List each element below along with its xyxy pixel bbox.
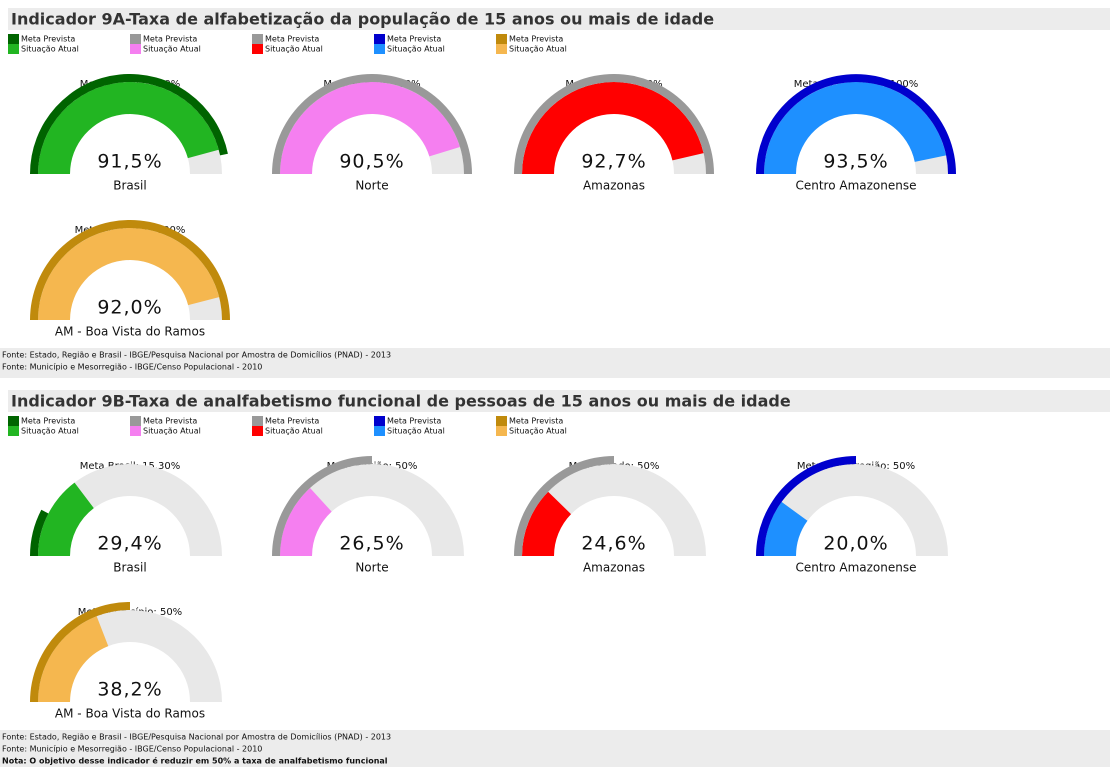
legend-label: Meta Prevista [509, 417, 563, 426]
gauge-value-label: 26,5% [339, 533, 404, 555]
gauge-label: Norte [355, 179, 388, 193]
legend-swatch [8, 416, 19, 426]
legend-swatch [496, 44, 507, 54]
gauge-value-label: 38,2% [97, 679, 162, 701]
gauge-label: Amazonas [583, 561, 645, 575]
source-note: Fonte: Estado, Região e Brasil - IBGE/Pe… [2, 733, 391, 742]
legend-swatch [496, 34, 507, 44]
gauge-track [764, 464, 948, 556]
source-note: Fonte: Município e Mesorregião - IBGE/Ce… [2, 363, 262, 372]
legend-swatch [374, 426, 385, 436]
legend-swatch [374, 44, 385, 54]
legend-swatch [496, 416, 507, 426]
gauge-value [38, 616, 109, 702]
legend-swatch [8, 44, 19, 54]
source-note: Nota: O objetivo desse indicador é reduz… [2, 756, 388, 766]
gauge-track [280, 464, 464, 556]
legend-swatch [130, 44, 141, 54]
legend-label: Meta Prevista [387, 35, 441, 44]
legend-swatch [252, 426, 263, 436]
legend-label: Meta Prevista [143, 417, 197, 426]
gauge-meta [756, 456, 856, 556]
legend-swatch [252, 44, 263, 54]
gauge-track [522, 464, 706, 556]
gauge-value-label: 20,0% [823, 533, 888, 555]
gauge-meta [30, 602, 130, 702]
legend-label: Situação Atual [387, 45, 445, 54]
gauge-label: Brasil [113, 561, 146, 575]
notes-bar [0, 730, 1110, 767]
title-bar [8, 390, 1110, 412]
legend-label: Meta Prevista [265, 417, 319, 426]
gauge-value [522, 491, 572, 556]
gauge-value [522, 82, 704, 174]
gauge-value-label: 90,5% [339, 151, 404, 173]
legend-swatch [252, 34, 263, 44]
legend-label: Situação Atual [387, 427, 445, 436]
gauge-value [764, 501, 808, 556]
title-bar [8, 8, 1110, 30]
legend-swatch [8, 426, 19, 436]
legend-swatch [8, 34, 19, 44]
legend-label: Situação Atual [143, 45, 201, 54]
gauge-value-label: 29,4% [97, 533, 162, 555]
source-note: Fonte: Município e Mesorregião - IBGE/Ce… [2, 745, 262, 754]
gauge-label: Centro Amazonense [795, 561, 916, 575]
gauge-meta [30, 509, 49, 556]
section-title: Indicador 9A-Taxa de alfabetização da po… [11, 10, 714, 29]
section-title: Indicador 9B-Taxa de analfabetismo funci… [11, 392, 791, 411]
legend-swatch [252, 416, 263, 426]
legend-label: Meta Prevista [509, 35, 563, 44]
gauge-value-label: 91,5% [97, 151, 162, 173]
gauge-value-label: 24,6% [581, 533, 646, 555]
gauge-label: Amazonas [583, 179, 645, 193]
gauge-label: AM - Boa Vista do Ramos [55, 707, 205, 721]
gauge-track [38, 464, 222, 556]
notes-bar [0, 348, 1110, 378]
gauge-meta [514, 456, 614, 556]
gauge-value [280, 81, 460, 174]
legend-label: Meta Prevista [21, 35, 75, 44]
legend-label: Situação Atual [21, 427, 79, 436]
gauge-label: Brasil [113, 179, 146, 193]
legend-label: Situação Atual [509, 45, 567, 54]
gauge-value [38, 228, 220, 320]
gauge-label: AM - Boa Vista do Ramos [55, 325, 205, 339]
gauge-value [38, 482, 94, 556]
legend-label: Meta Prevista [387, 417, 441, 426]
gauge-value [280, 487, 332, 556]
legend-label: Situação Atual [265, 427, 323, 436]
legend-label: Situação Atual [143, 427, 201, 436]
legend-swatch [130, 34, 141, 44]
gauge-label: Centro Amazonense [795, 179, 916, 193]
legend-swatch [374, 34, 385, 44]
legend-label: Meta Prevista [143, 35, 197, 44]
legend-label: Meta Prevista [21, 417, 75, 426]
gauge-value [763, 81, 947, 174]
gauge-meta [272, 456, 372, 556]
legend-swatch [130, 426, 141, 436]
legend-label: Situação Atual [21, 45, 79, 54]
legend-label: Situação Atual [265, 45, 323, 54]
legend-label: Meta Prevista [265, 35, 319, 44]
legend-swatch [496, 426, 507, 436]
legend-label: Situação Atual [509, 427, 567, 436]
gauge-value-label: 93,5% [823, 151, 888, 173]
legend-swatch [374, 416, 385, 426]
gauge-value [38, 82, 219, 174]
gauge-value-label: 92,0% [97, 297, 162, 319]
gauge-label: Norte [355, 561, 388, 575]
gauge-value-label: 92,7% [581, 151, 646, 173]
source-note: Fonte: Estado, Região e Brasil - IBGE/Pe… [2, 351, 391, 360]
legend-swatch [130, 416, 141, 426]
